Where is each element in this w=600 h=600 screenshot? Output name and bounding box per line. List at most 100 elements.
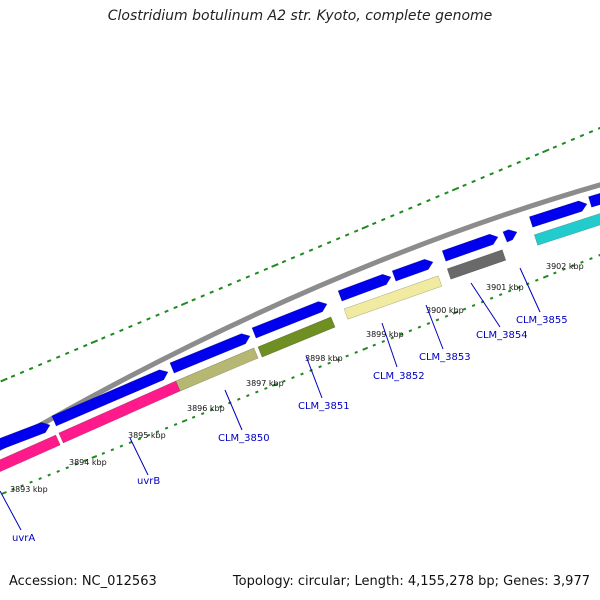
tick-mark xyxy=(336,358,340,362)
tick-mark xyxy=(290,256,296,260)
tick-mark xyxy=(552,145,558,149)
outer-tick-marks xyxy=(0,126,600,383)
tick-mark xyxy=(372,221,377,226)
tick-mark xyxy=(480,175,485,180)
gene-arrow xyxy=(0,422,51,451)
tick-mark xyxy=(65,466,69,470)
tick-mark xyxy=(101,336,106,340)
cds-bar-uvrB xyxy=(58,380,181,444)
tick-mark xyxy=(191,415,196,419)
tick-mark xyxy=(435,318,440,322)
tick-mark xyxy=(588,130,594,134)
tick-mark xyxy=(46,359,52,363)
tick-mark xyxy=(525,156,530,161)
leader-line xyxy=(305,355,323,399)
gene-label-CLM_3855: CLM_3855 xyxy=(516,315,568,326)
gene-label-CLM_3852: CLM_3852 xyxy=(373,371,425,382)
tick-mark xyxy=(173,305,178,310)
tick-mark xyxy=(191,298,196,302)
tick-mark xyxy=(180,301,189,306)
tick-mark xyxy=(119,444,124,448)
gene-label-CLM_3854: CLM_3854 xyxy=(476,330,528,341)
tick-mark xyxy=(209,290,214,294)
tick-mark xyxy=(218,404,223,408)
tick-mark xyxy=(570,137,576,142)
cds-bar-CLM_3850 xyxy=(175,347,259,392)
leader-line xyxy=(425,304,444,350)
cds-bar-CLM_3852 xyxy=(343,275,443,320)
tick-mark xyxy=(408,206,413,210)
tick-mark xyxy=(326,240,332,245)
tick-mark xyxy=(47,473,51,477)
tick-mark xyxy=(255,390,259,394)
tick-mark xyxy=(38,477,42,481)
tick-mark xyxy=(137,437,142,441)
tick-mark xyxy=(399,332,404,336)
gene-label-CLM_3850: CLM_3850 xyxy=(218,433,270,444)
tick-mark xyxy=(173,422,178,426)
tick-mark xyxy=(498,293,503,297)
leader-line xyxy=(0,490,22,531)
tick-mark xyxy=(200,294,205,298)
tick-mark xyxy=(128,324,133,329)
gene-labels: uvrA uvrB CLM_3850 CLM_3851 CLM_3852 CLM… xyxy=(12,315,568,544)
tick-mark xyxy=(282,379,286,383)
map-title: Clostridium botulinum A2 str. Kyoto, com… xyxy=(107,8,493,24)
tick-mark xyxy=(417,325,422,329)
gene-label-uvrB: uvrB xyxy=(137,476,160,487)
kbp-label: 3893 kbp xyxy=(10,485,48,494)
tick-mark xyxy=(308,248,314,252)
gene-label-CLM_3851: CLM_3851 xyxy=(298,401,350,412)
gene-arrow xyxy=(169,333,251,374)
tick-mark xyxy=(91,455,98,459)
kbp-label: 3896 kbp xyxy=(187,404,225,413)
tick-mark xyxy=(426,198,431,203)
tick-mark xyxy=(236,279,242,283)
tick-mark xyxy=(254,271,260,275)
tick-mark xyxy=(209,408,214,412)
tick-mark xyxy=(317,244,323,249)
tick-mark xyxy=(561,141,567,145)
tick-mark xyxy=(489,172,494,176)
tick-mark xyxy=(516,285,521,289)
tick-mark xyxy=(362,346,369,351)
tick-mark xyxy=(462,183,467,187)
gene-arrow xyxy=(51,369,169,427)
genome-summary-text: Topology: circular; Length: 4,155,278 bp… xyxy=(232,574,590,589)
gene-arrow xyxy=(391,258,434,282)
cds-bar-CLM_3854 xyxy=(446,249,507,280)
tick-mark xyxy=(507,289,512,293)
tick-mark xyxy=(372,343,377,347)
tick-mark xyxy=(1,491,7,495)
gene-arrow xyxy=(528,200,588,228)
gene-arrow xyxy=(337,273,392,302)
tick-mark xyxy=(426,322,431,326)
tick-mark xyxy=(146,317,151,321)
tick-mark xyxy=(218,286,223,291)
coordinate-labels: 3893 kbp 3894 kbp 3895 kbp 3896 kbp 3897… xyxy=(10,262,584,494)
gene-arrow xyxy=(251,301,328,339)
tick-mark xyxy=(281,259,287,264)
tick-mark xyxy=(37,363,43,367)
tick-mark xyxy=(299,252,305,256)
tick-mark xyxy=(534,153,540,157)
tick-mark xyxy=(361,224,369,230)
cds-bar-uvrB xyxy=(0,434,61,473)
tick-mark xyxy=(237,397,241,401)
kbp-label: 3898 kbp xyxy=(305,354,343,363)
leader-line xyxy=(224,389,243,431)
tick-mark xyxy=(272,382,278,387)
tick-mark xyxy=(128,441,133,445)
tick-mark xyxy=(11,487,15,491)
gene-label-leaders xyxy=(0,267,541,531)
cds-bar-CLM_3851 xyxy=(257,316,336,358)
tick-mark xyxy=(381,340,386,344)
tick-mark xyxy=(589,257,593,261)
tick-mark xyxy=(164,309,169,313)
tick-mark xyxy=(399,210,404,214)
tick-mark xyxy=(444,191,449,195)
tick-mark xyxy=(300,372,304,376)
kbp-label: 3897 kbp xyxy=(246,379,284,388)
